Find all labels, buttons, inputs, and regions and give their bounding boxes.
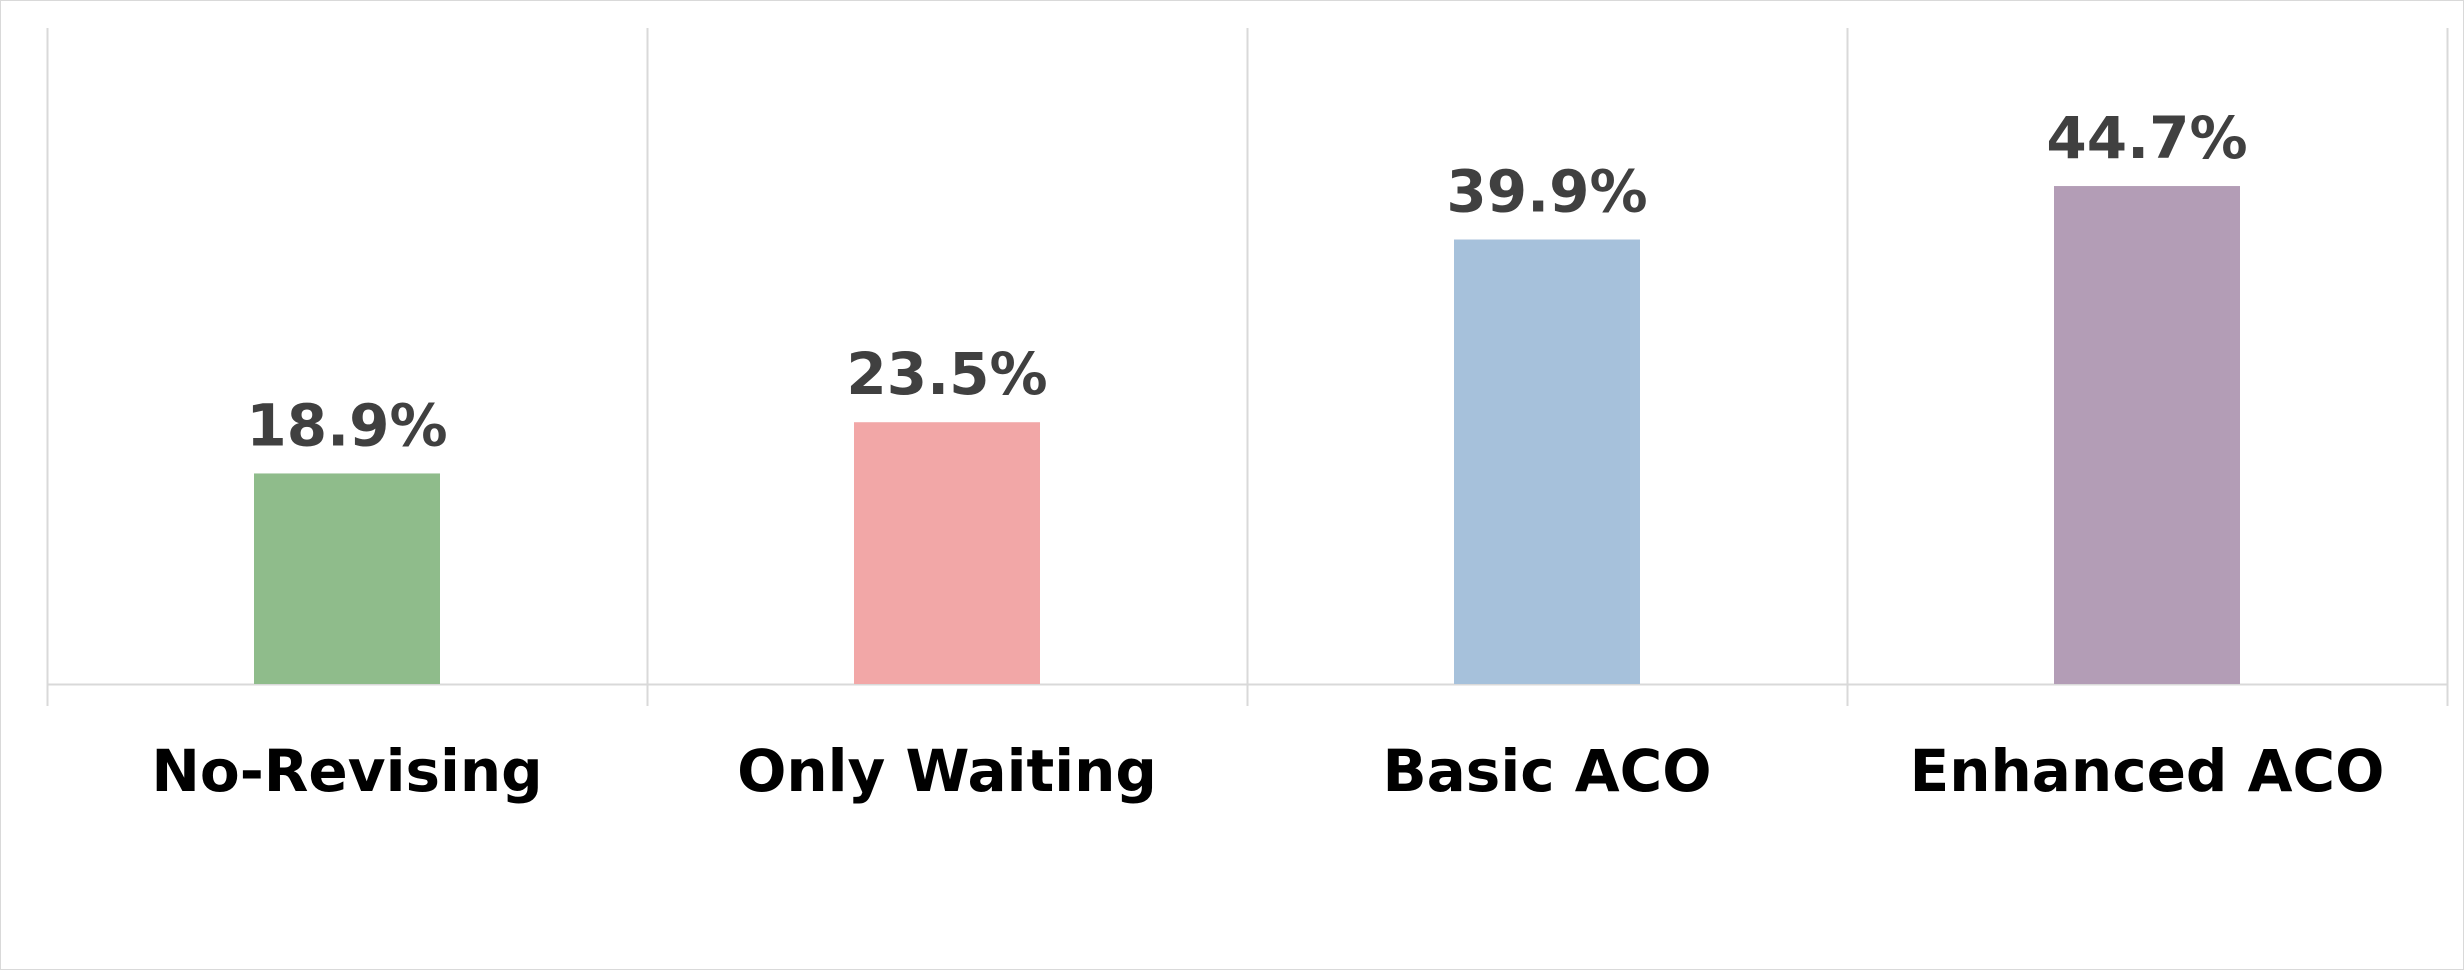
data-label: 18.9% <box>246 391 447 459</box>
data-label: 23.5% <box>846 340 1047 408</box>
data-label: 44.7% <box>2046 104 2247 172</box>
data-label: 39.9% <box>1446 158 1647 226</box>
bar-basic-aco <box>1454 239 1640 684</box>
bars <box>254 186 2240 685</box>
category-labels: No-Revising Only Waiting Basic ACO Enhanced… <box>151 737 2384 805</box>
category-tick-label: Only Waiting <box>737 737 1157 805</box>
bar-enhanced-aco <box>2054 186 2240 685</box>
bar-only-waiting <box>854 422 1040 684</box>
category-tick-label: Enhanced ACO <box>1910 737 2385 805</box>
value-labels: 18.9% 23.5% 39.9% 44.7% <box>246 104 2247 459</box>
category-tick-label: No-Revising <box>151 737 542 805</box>
gridlines <box>46 28 2449 706</box>
category-tick-label: Basic ACO <box>1382 737 1711 805</box>
bar-no-revising <box>254 473 440 684</box>
